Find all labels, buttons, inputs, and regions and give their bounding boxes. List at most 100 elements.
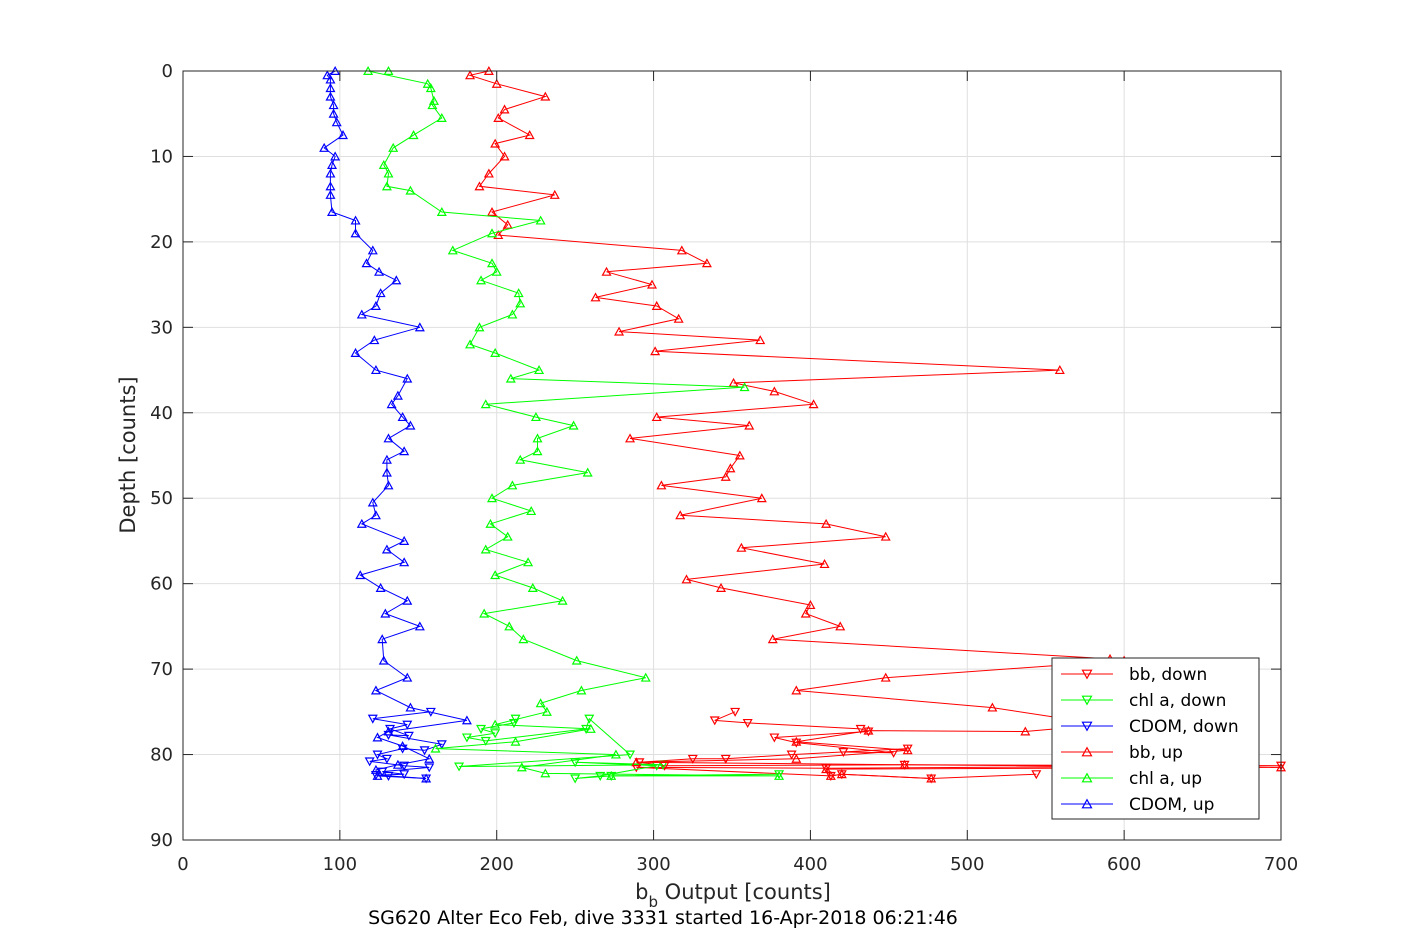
data-point [386,399,397,409]
legend-item: CDOM, down [1061,717,1239,737]
legend-marker [1081,798,1093,809]
data-point [734,450,745,460]
data-point [483,168,494,178]
data-point [403,731,414,741]
data-point [880,672,891,682]
data-point [1054,365,1065,375]
data-point [774,770,785,780]
data-point [383,168,394,178]
data-point [414,322,425,332]
legend-label: bb, down [1129,665,1207,685]
data-point [328,108,339,118]
data-point [650,346,661,356]
data-point [367,245,378,255]
data-point [646,279,658,289]
data-point [493,112,504,122]
legend-label: CDOM, up [1129,795,1214,815]
data-point [326,206,338,216]
y-tick-label: 20 [150,232,173,253]
data-point [490,719,501,729]
legend-marker [1081,772,1093,783]
data-point [490,729,501,739]
data-point [486,493,498,503]
data-point [350,228,361,238]
data-point [673,313,684,323]
data-point [436,206,447,216]
data-point [388,142,399,152]
data-point [381,544,392,554]
data-point [476,724,487,734]
data-point [436,740,447,750]
data-point [370,510,381,520]
data-point [370,300,381,310]
data-point [701,258,712,268]
data-point [383,726,394,736]
data-point [606,770,617,780]
data-point [571,655,582,665]
data-point [402,672,413,682]
data-point [370,764,381,774]
data-point [499,104,510,114]
data-point [601,266,612,276]
data-point [425,83,436,93]
data-point [355,570,366,580]
legend-marker [1081,746,1093,757]
data-point [585,723,596,733]
data-point [524,130,535,140]
legend-label: chl a, down [1129,691,1226,711]
data-point [399,535,410,545]
y-tick-label: 60 [150,574,173,595]
data-point [676,245,687,255]
data-point [454,762,465,772]
data-point [405,420,416,430]
data-point [391,275,402,285]
data-point [838,747,849,758]
data-point [367,497,378,507]
data-point [326,159,338,169]
data-point [479,608,490,618]
data-point [825,770,836,780]
data-point [540,768,551,778]
data-point [786,750,797,760]
data-point [474,322,485,332]
data-point [805,599,816,610]
data-point [428,95,439,105]
data-point [614,326,625,336]
data-point [319,142,330,152]
data-point [1020,726,1031,736]
data-point [381,181,392,191]
data-point [490,347,501,357]
data-point [640,672,651,682]
data-point [744,420,755,430]
y-tick-label: 40 [150,403,173,424]
data-point [755,335,766,345]
data-point [421,773,432,783]
data-point [568,420,579,430]
data-point [337,130,349,140]
data-point [595,771,606,781]
data-point [325,189,336,199]
data-point [720,754,731,764]
data-point [769,386,780,396]
y-tick-label: 30 [150,317,173,338]
legend-item: bb, down [1061,665,1207,685]
series-chl-a-up [363,65,785,780]
data-point [474,181,485,191]
data-point [570,774,581,784]
data-point [510,736,521,746]
data-point [383,480,394,490]
legend-item: chl a, up [1061,769,1202,789]
x-tick-label: 700 [1264,854,1298,875]
data-point [791,736,802,746]
data-point [736,542,747,552]
data-point [399,446,410,456]
data-point [381,454,392,464]
y-tick-label: 90 [150,830,173,851]
data-point [356,518,367,528]
data-point [716,582,727,592]
y-tick-label: 10 [150,146,173,167]
data-point [486,206,498,216]
data-point [491,78,502,88]
legend-marker [1081,721,1093,732]
data-point [675,510,686,520]
